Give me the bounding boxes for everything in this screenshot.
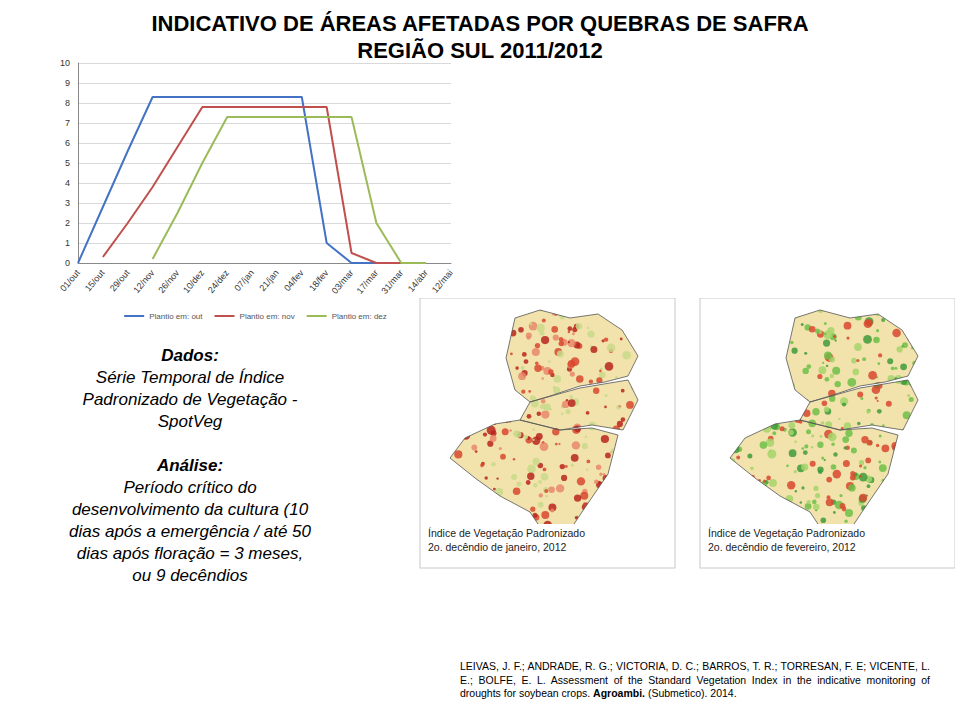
svg-text:9: 9 <box>65 78 70 88</box>
svg-text:15/out: 15/out <box>83 267 107 293</box>
svg-text:07/jan: 07/jan <box>232 268 255 293</box>
html-text:dias após a emergência / até 5: dias após a emergência / até 50 <box>69 522 311 541</box>
svg-text:31/mar: 31/mar <box>379 268 405 296</box>
html-text:SpotVeg: SpotVeg <box>157 412 223 431</box>
svg-text:12/mai: 12/mai <box>430 268 455 295</box>
html-text:REGIÃO SUL 2011/2012: REGIÃO SUL 2011/2012 <box>357 38 603 63</box>
svg-text:5: 5 <box>65 158 70 168</box>
svg-text:17/mar: 17/mar <box>355 268 381 296</box>
svg-text:2o. decêndio de janeiro, 2012: 2o. decêndio de janeiro, 2012 <box>428 541 567 553</box>
svg-text:Índice de Vegetação Padronizad: Índice de Vegetação Padronizado <box>708 527 865 539</box>
svg-text:3: 3 <box>65 198 70 208</box>
svg-text:18/fev: 18/fev <box>307 267 331 293</box>
svg-text:29/out: 29/out <box>108 267 132 293</box>
svg-text:4: 4 <box>65 178 70 188</box>
html-text:Dados:: Dados: <box>161 346 219 365</box>
svg-text:2: 2 <box>65 218 70 228</box>
svg-text:7: 7 <box>65 118 70 128</box>
svg-text:6: 6 <box>65 138 70 148</box>
svg-text:04/fev: 04/fev <box>282 267 306 293</box>
svg-text:26/nov: 26/nov <box>156 267 181 295</box>
svg-text:14/abr: 14/abr <box>406 268 430 294</box>
svg-text:21/jan: 21/jan <box>257 268 280 293</box>
svg-text:1: 1 <box>65 238 70 248</box>
svg-text:Plantio em: out: Plantio em: out <box>149 312 203 321</box>
html-text:Período crítico do: Período crítico do <box>123 478 257 497</box>
svg-text:01/out: 01/out <box>58 267 82 293</box>
html-text:ou 9 decêndios: ou 9 decêndios <box>132 566 248 585</box>
html-text:Análise:: Análise: <box>156 456 224 475</box>
svg-text:10: 10 <box>60 58 70 68</box>
svg-text:12/nov: 12/nov <box>131 267 156 295</box>
svg-text:Plantio em: dez: Plantio em: dez <box>332 312 387 321</box>
svg-text:24/dez: 24/dez <box>206 267 231 295</box>
html-text:Padronizado de Vegetação -: Padronizado de Vegetação - <box>82 390 298 409</box>
svg-text:2o. decêndio de fevereiro, 201: 2o. decêndio de fevereiro, 2012 <box>708 541 856 553</box>
svg-text:Índice de Vegetação Padronizad: Índice de Vegetação Padronizado <box>428 527 585 539</box>
html-text:INDICATIVO DE ÁREAS AFETADAS P: INDICATIVO DE ÁREAS AFETADAS POR QUEBRAS… <box>151 11 809 36</box>
svg-text:Plantio em: nov: Plantio em: nov <box>240 312 295 321</box>
svg-text:10/dez: 10/dez <box>181 267 206 295</box>
html-text:dias após floração = 3 meses,: dias após floração = 3 meses, <box>76 544 304 563</box>
svg-text:0: 0 <box>65 258 70 268</box>
svg-text:8: 8 <box>65 98 70 108</box>
html-text:desenvolvimento da cultura (10: desenvolvimento da cultura (10 <box>71 500 309 519</box>
svg-text:03/mar: 03/mar <box>330 268 356 296</box>
html-text:Série Temporal de Índice: Série Temporal de Índice <box>95 368 285 387</box>
html-text:LEIVAS, J. F.; ANDRADE, R. G.;: LEIVAS, J. F.; ANDRADE, R. G.; VICTORIA,… <box>460 660 930 699</box>
